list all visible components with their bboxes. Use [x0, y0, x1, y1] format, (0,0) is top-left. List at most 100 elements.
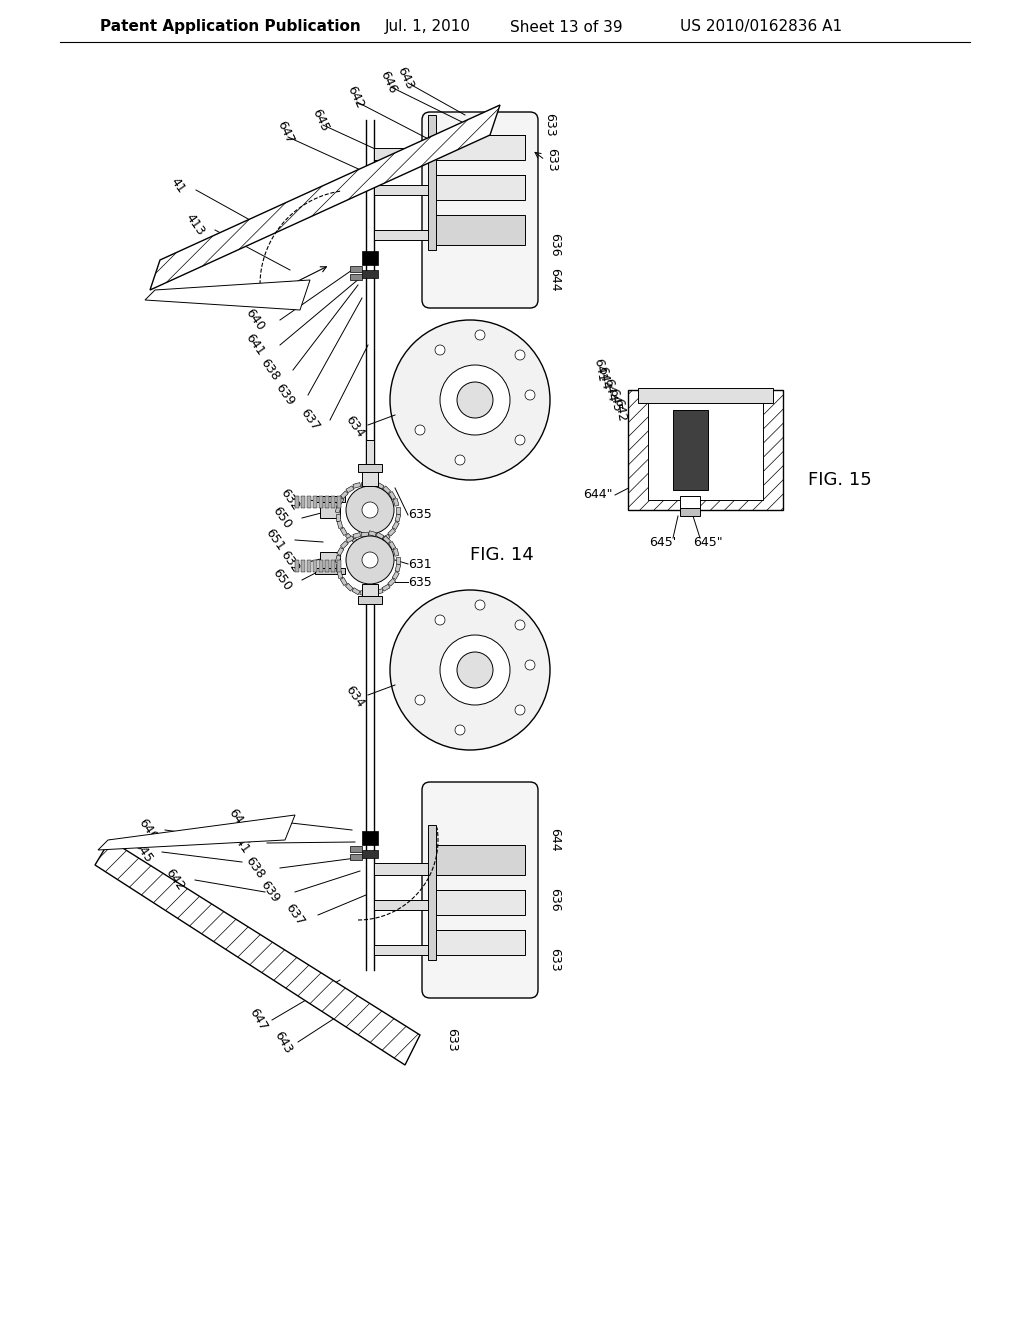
Text: 640: 640 — [243, 306, 267, 334]
Circle shape — [525, 389, 535, 400]
Bar — [319, 552, 340, 568]
Text: 646: 646 — [136, 817, 160, 843]
Bar — [382, 535, 390, 541]
Text: Patent Application Publication: Patent Application Publication — [100, 20, 360, 34]
Bar — [376, 532, 384, 540]
Bar — [319, 560, 323, 572]
Bar — [345, 533, 353, 541]
Bar — [435, 135, 525, 160]
Circle shape — [435, 345, 445, 355]
Bar — [335, 556, 341, 564]
Bar — [374, 900, 430, 909]
Circle shape — [415, 425, 425, 436]
Bar — [680, 508, 700, 516]
Bar — [307, 560, 311, 572]
Bar — [374, 230, 430, 240]
Text: 641: 641 — [243, 331, 267, 359]
Circle shape — [440, 366, 510, 436]
FancyBboxPatch shape — [422, 781, 538, 998]
Text: 647: 647 — [247, 1006, 269, 1034]
Text: FIG. 15: FIG. 15 — [808, 471, 871, 488]
Bar — [375, 539, 383, 544]
Bar — [313, 560, 317, 572]
Bar — [340, 491, 348, 499]
Bar — [396, 507, 400, 513]
Bar — [331, 560, 335, 572]
Bar — [337, 560, 341, 572]
Bar — [383, 486, 390, 494]
Bar — [352, 537, 360, 545]
Text: 635: 635 — [409, 576, 432, 589]
Text: 646: 646 — [377, 69, 399, 95]
Bar — [428, 115, 436, 249]
Text: 644': 644' — [596, 366, 613, 395]
Bar — [337, 548, 344, 556]
Bar — [362, 251, 378, 265]
Bar — [337, 496, 341, 508]
Circle shape — [390, 590, 550, 750]
Text: 643: 643 — [394, 65, 416, 91]
Text: 637: 637 — [298, 407, 323, 433]
Bar — [361, 532, 368, 536]
Bar — [392, 572, 399, 579]
Circle shape — [346, 486, 394, 535]
Bar — [358, 597, 382, 605]
Bar — [359, 590, 368, 597]
Bar — [435, 931, 525, 954]
Circle shape — [457, 381, 493, 418]
Bar — [295, 560, 299, 572]
Text: 413: 413 — [183, 211, 207, 239]
Text: 633: 633 — [543, 114, 556, 137]
Text: 642: 642 — [344, 83, 366, 111]
Bar — [368, 591, 375, 595]
Bar — [319, 496, 323, 508]
Text: 637: 637 — [283, 902, 307, 928]
Text: 636: 636 — [548, 888, 561, 912]
Polygon shape — [628, 389, 783, 510]
Text: 639: 639 — [258, 879, 282, 906]
Bar — [366, 440, 374, 579]
Bar — [362, 466, 378, 486]
Bar — [345, 583, 353, 591]
Bar — [295, 496, 299, 508]
Text: 651: 651 — [263, 527, 287, 553]
Bar — [353, 483, 360, 488]
Circle shape — [475, 601, 485, 610]
Bar — [374, 863, 430, 875]
Circle shape — [457, 652, 493, 688]
Bar — [340, 577, 347, 586]
Text: 638: 638 — [258, 356, 283, 383]
Bar — [389, 491, 395, 499]
Bar — [383, 536, 390, 544]
Bar — [680, 496, 700, 512]
Circle shape — [435, 615, 445, 624]
Text: 644": 644" — [584, 488, 613, 502]
Text: 650: 650 — [270, 566, 294, 594]
Text: 641: 641 — [591, 358, 608, 383]
Circle shape — [515, 705, 525, 715]
Bar — [361, 482, 368, 486]
Bar — [374, 185, 430, 195]
Circle shape — [515, 620, 525, 630]
Text: 634: 634 — [343, 413, 367, 441]
Circle shape — [455, 725, 465, 735]
Bar — [346, 536, 354, 543]
Bar — [337, 498, 344, 506]
Bar — [362, 583, 378, 605]
Bar — [396, 557, 400, 564]
Bar — [319, 502, 340, 517]
Text: 632: 632 — [278, 549, 302, 576]
Bar — [374, 148, 430, 160]
Bar — [352, 587, 360, 595]
Text: 633: 633 — [545, 148, 558, 172]
Polygon shape — [98, 814, 295, 850]
Text: 634: 634 — [343, 684, 367, 710]
Bar — [301, 560, 305, 572]
Bar — [428, 825, 436, 960]
Bar — [340, 541, 348, 549]
Bar — [393, 548, 399, 556]
Bar — [315, 568, 345, 574]
Bar — [369, 480, 376, 487]
Text: 635: 635 — [409, 508, 432, 521]
Text: 644: 644 — [601, 378, 618, 403]
